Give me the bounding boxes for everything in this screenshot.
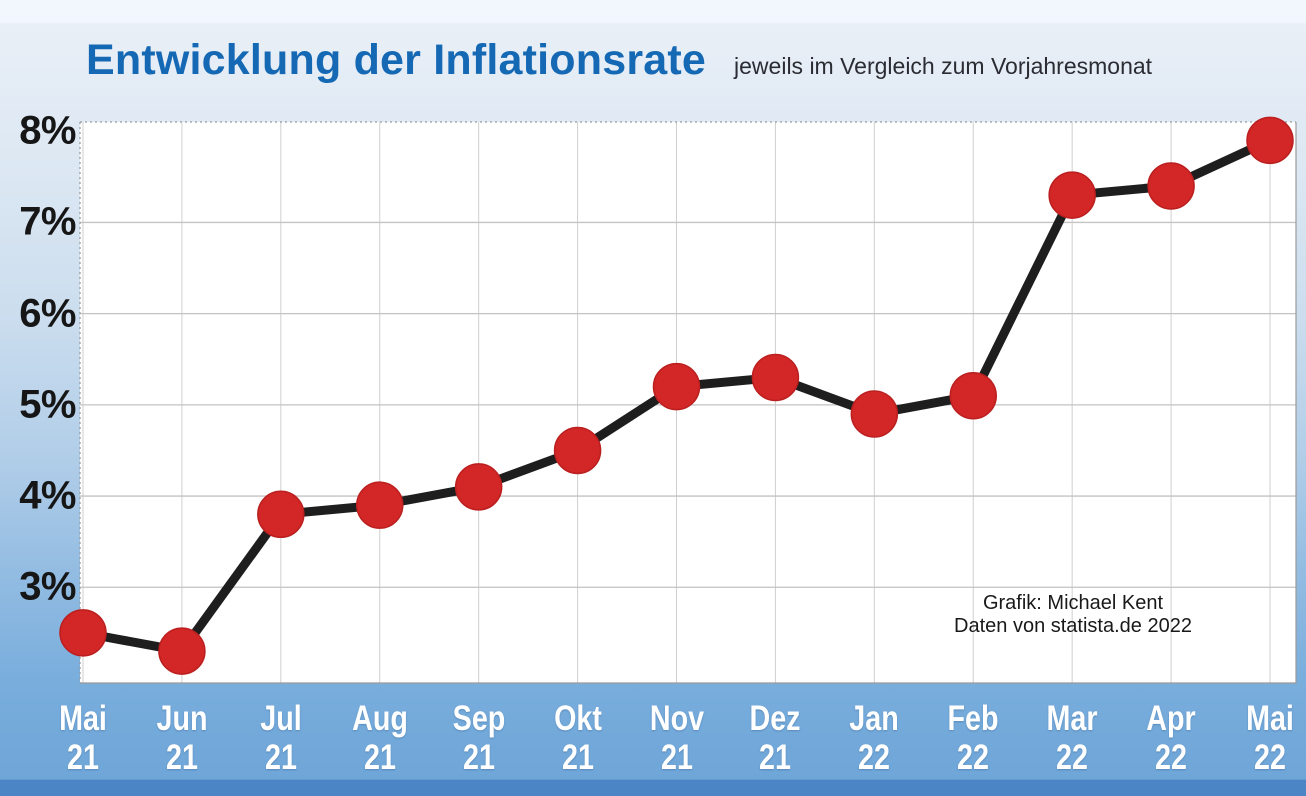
attribution: Grafik: Michael Kent Daten von statista.… (898, 592, 1248, 638)
data-point (652, 362, 701, 411)
data-point (1246, 116, 1294, 165)
data-point (257, 490, 305, 539)
attribution-source: Daten von statista.de 2022 (954, 615, 1192, 637)
data-point (949, 371, 998, 420)
attribution-credit: Grafik: Michael Kent (982, 592, 1164, 614)
data-point (1048, 171, 1096, 219)
data-point (59, 609, 107, 657)
chart-title: Entwicklung der Inflationsrate (86, 36, 707, 84)
chart-header: Entwicklung der Inflationsrate jeweils i… (86, 36, 1286, 85)
chart-subtitle: jeweils im Vergleich zum Vorjahresmonat (734, 53, 1153, 79)
data-point (1147, 162, 1195, 210)
data-point (356, 481, 404, 529)
data-point (158, 627, 206, 675)
data-point (454, 463, 503, 511)
data-point (751, 353, 800, 402)
data-point (850, 390, 899, 438)
data-point (553, 426, 602, 475)
